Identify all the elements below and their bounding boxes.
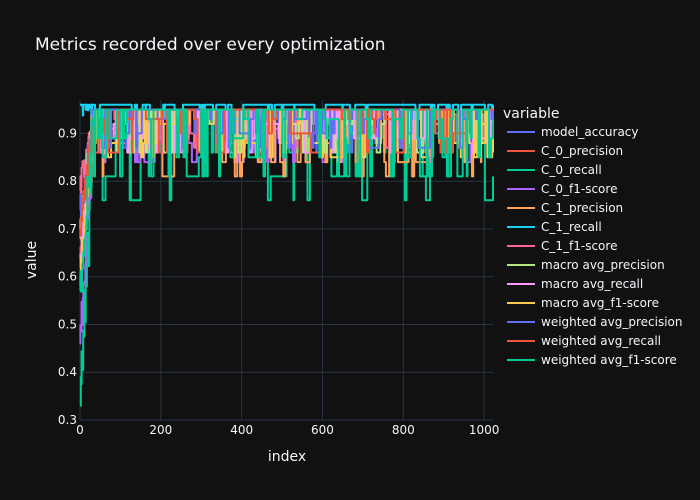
legend-entry: C_1_f1-score — [541, 239, 617, 253]
y-tick-label: 0.3 — [58, 413, 77, 427]
legend-entry: model_accuracy — [541, 125, 639, 139]
legend-entry: macro avg_f1-score — [541, 296, 659, 310]
legend-entry: macro avg_precision — [541, 258, 665, 272]
legend-entry: weighted avg_precision — [541, 315, 682, 329]
x-axis-title: index — [268, 449, 306, 465]
legend-entry: macro avg_recall — [541, 277, 643, 291]
legend-entry: C_1_precision — [541, 201, 623, 215]
legend-entry: C_0_recall — [541, 163, 602, 177]
x-tick-label: 200 — [149, 423, 172, 437]
x-tick-label: 1000 — [469, 423, 500, 437]
legend: variable model_accuracy C_0_precision C_0_… — [503, 106, 682, 367]
y-tick-label: 0.5 — [58, 317, 77, 331]
x-tick-label: 800 — [392, 423, 415, 437]
legend-entry: C_0_f1-score — [541, 182, 617, 196]
legend-entry: weighted avg_f1-score — [541, 353, 677, 367]
y-axis-title: value — [24, 241, 40, 279]
legend-entry: C_1_recall — [541, 220, 602, 234]
y-tick-label: 0.8 — [58, 174, 77, 188]
legend-title: variable — [503, 106, 559, 122]
plot-area — [79, 103, 494, 407]
x-tick-label: 400 — [230, 423, 253, 437]
y-tick-label: 0.9 — [58, 126, 77, 140]
y-tick-label: 0.4 — [58, 365, 77, 379]
legend-entry: C_0_precision — [541, 144, 623, 158]
y-tick-label: 0.6 — [58, 270, 77, 284]
x-tick-label: 0 — [76, 423, 84, 437]
chart-title: Metrics recorded over every optimization — [35, 35, 386, 55]
y-tick-label: 0.7 — [58, 222, 77, 236]
x-axis-ticks: 0 200 400 600 800 1000 — [76, 423, 499, 437]
legend-entry: weighted avg_recall — [541, 334, 661, 348]
series-line — [79, 108, 493, 237]
x-tick-label: 600 — [311, 423, 334, 437]
series-line — [79, 108, 494, 293]
y-axis-ticks: 0.3 0.4 0.5 0.6 0.7 0.8 0.9 — [58, 126, 77, 427]
